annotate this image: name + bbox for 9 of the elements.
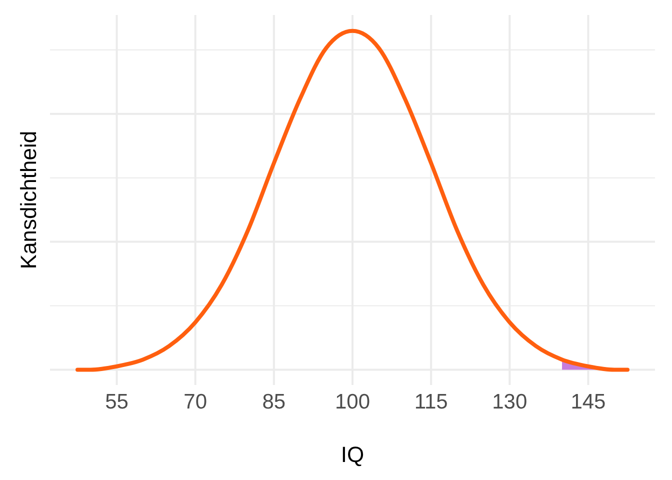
x-tick-label: 130 xyxy=(492,390,528,414)
x-tick-label: 145 xyxy=(570,390,606,414)
x-tick-label: 70 xyxy=(184,390,208,414)
x-tick-label: 85 xyxy=(262,390,286,414)
x-tick-label: 100 xyxy=(334,390,370,414)
x-tick-label: 55 xyxy=(105,390,128,414)
x-axis-title: IQ xyxy=(340,442,364,467)
y-axis-title: Kansdichtheid xyxy=(16,130,41,270)
x-tick-label: 115 xyxy=(414,390,448,414)
